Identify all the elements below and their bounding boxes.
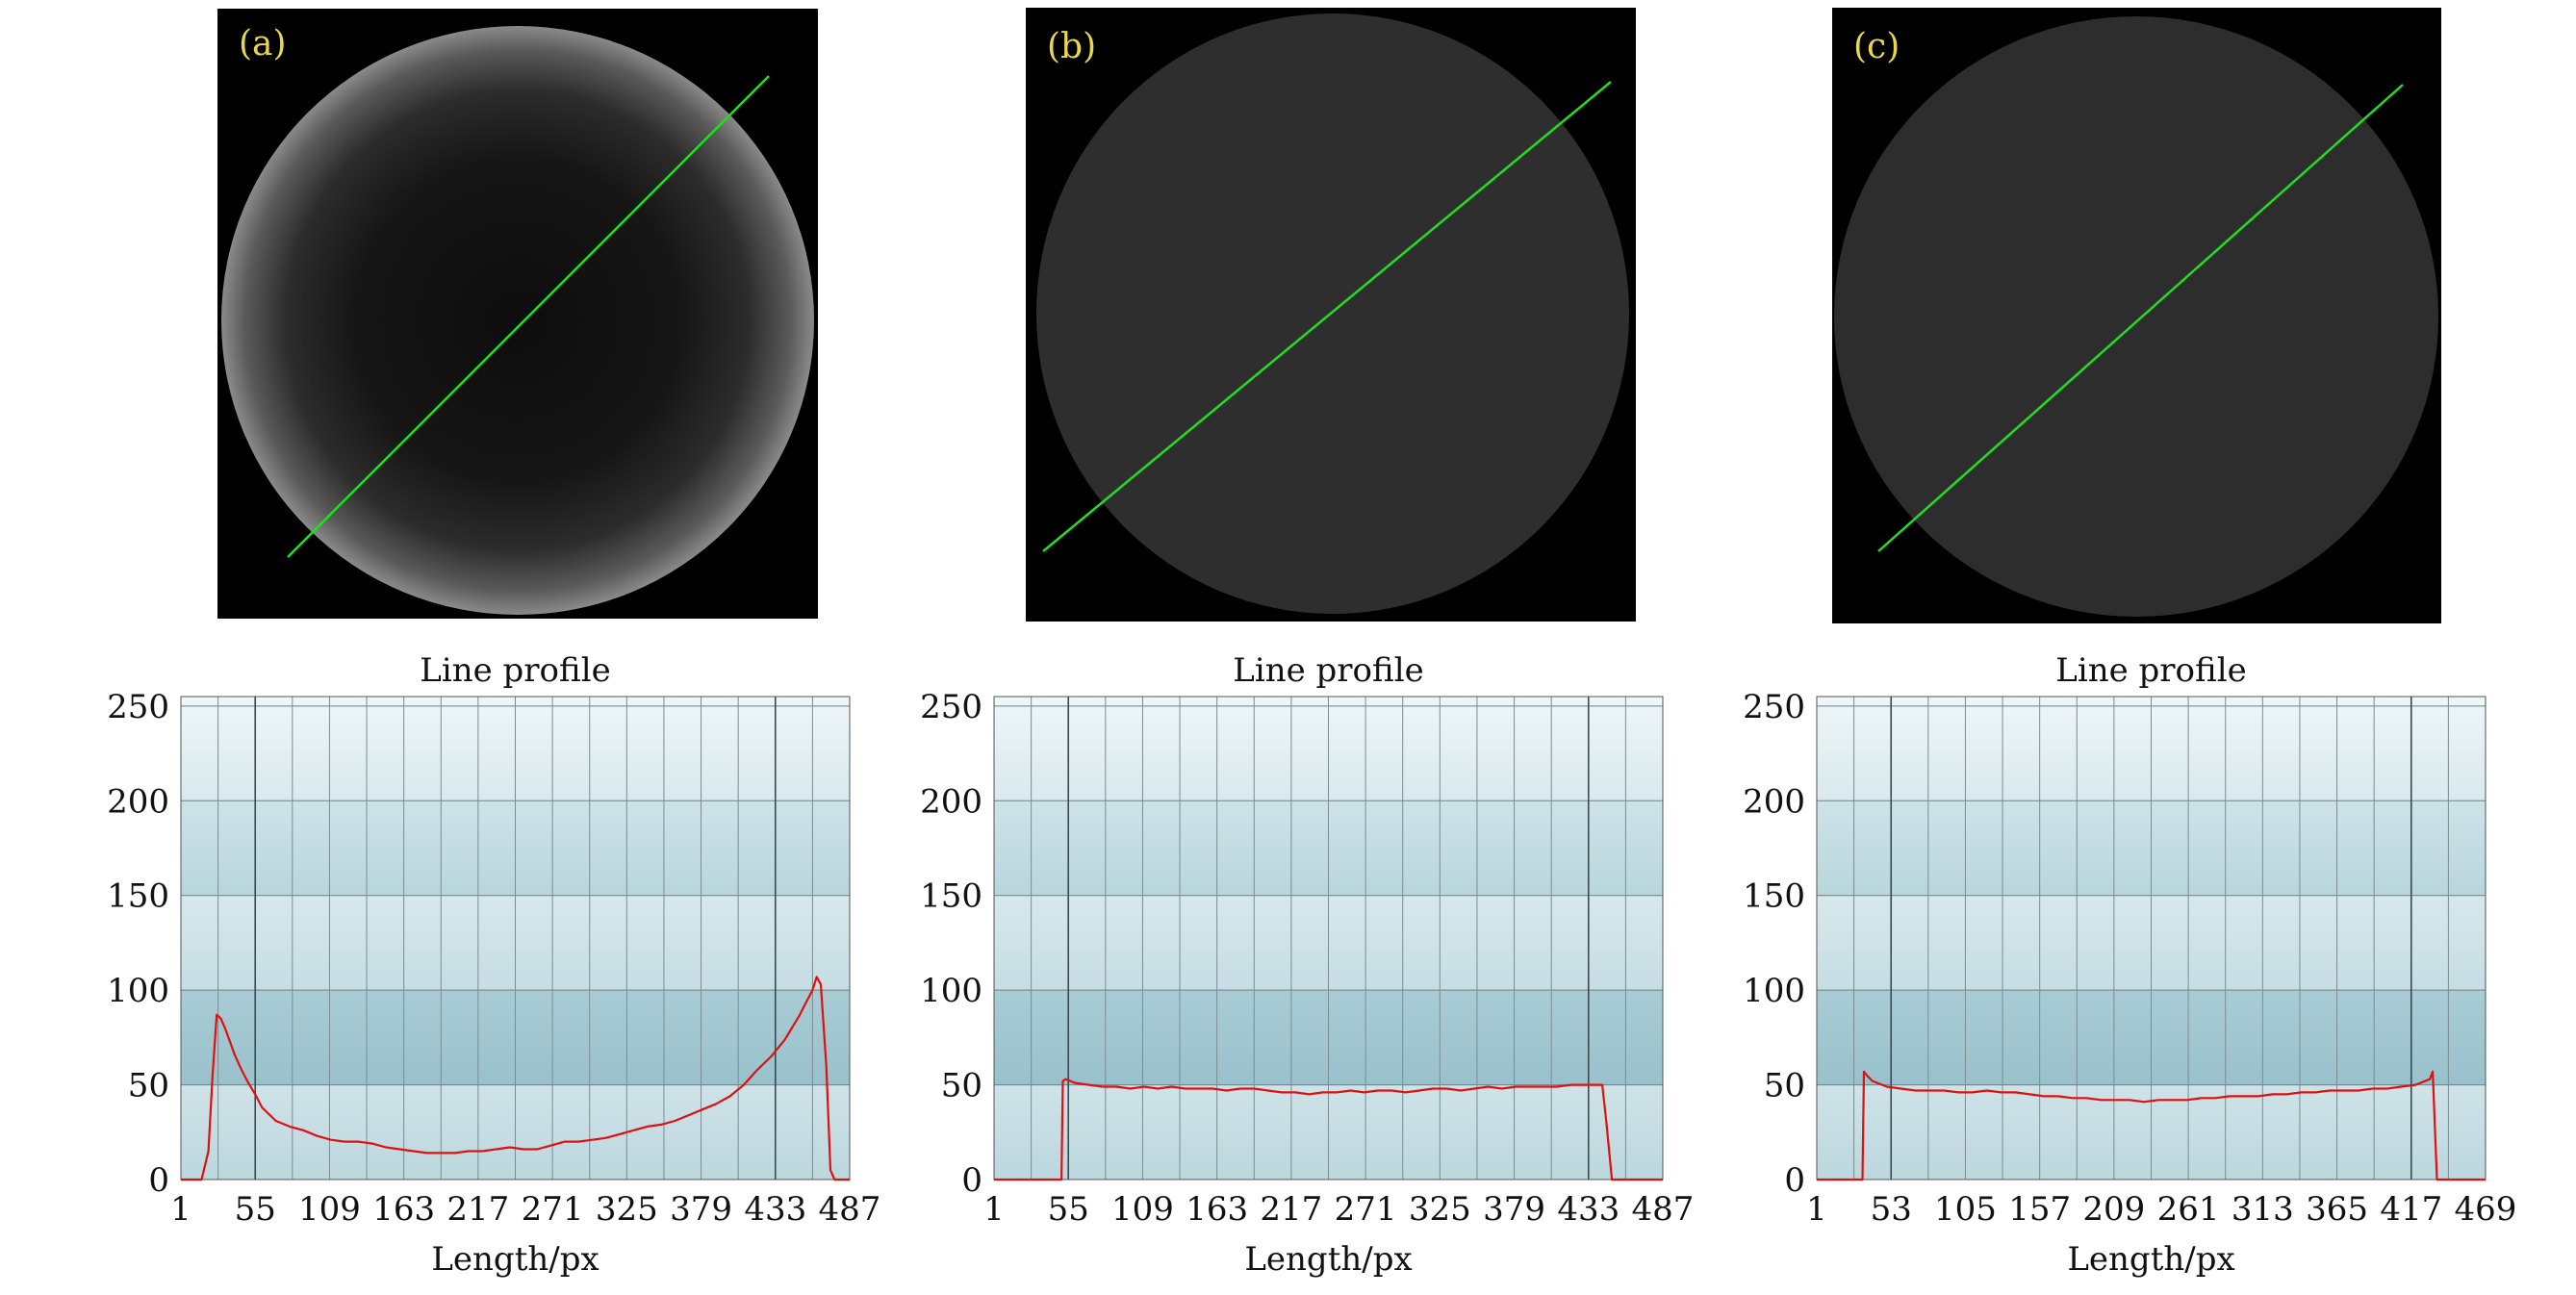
y-tick-label: 0: [961, 1161, 982, 1200]
x-tick-label: 271: [1335, 1190, 1397, 1229]
x-tick-label: 469: [2455, 1190, 2517, 1229]
profile-line-b: [1042, 81, 1612, 552]
x-tick-label: 433: [744, 1190, 806, 1229]
y-tick-label: 200: [107, 782, 169, 821]
x-tick-label: 433: [1557, 1190, 1620, 1229]
x-tick-label: 417: [2380, 1190, 2442, 1229]
x-tick-label: 365: [2306, 1190, 2368, 1229]
x-tick-label: 379: [1483, 1190, 1545, 1229]
x-tick-label: 55: [235, 1190, 276, 1229]
chart-title: Line profile: [420, 651, 610, 690]
chart-svg: Line profile 0 50 100 150 200 250 1 55 109 163 217 2…: [920, 651, 1695, 1279]
x-tick-label: 1: [983, 1190, 1005, 1229]
plot-frame: [1816, 696, 2487, 1181]
y-tick-label: 150: [1743, 877, 1805, 916]
x-tick-label: 325: [1409, 1190, 1471, 1229]
line-profile-chart-a: Line profile 0 50 100 150 200 250 1 55 109 163 217 2…: [96, 643, 885, 1289]
panel-label-c: (c): [1853, 27, 1900, 66]
x-tick-label: 109: [298, 1190, 361, 1229]
profile-line-a: [287, 75, 770, 558]
x-tick-label: 209: [2082, 1190, 2145, 1229]
x-tick-label: 379: [670, 1190, 732, 1229]
panel-label-b: (b): [1047, 27, 1097, 66]
x-tick-label: 163: [372, 1190, 435, 1229]
y-tick-label: 100: [1743, 972, 1805, 1010]
ct-disc-a: [221, 26, 814, 615]
ct-disc-b: [1036, 13, 1629, 614]
x-tick-label: 487: [819, 1190, 881, 1229]
panel-label-a: (a): [239, 24, 287, 63]
ct-slice-c-graphic: [1834, 16, 2438, 617]
ct-slice-image-a: (a): [217, 9, 818, 619]
y-tick-label: 50: [1764, 1067, 1805, 1105]
y-tick-label: 150: [920, 877, 982, 916]
plot-frame: [993, 696, 1664, 1181]
x-tick-label: 313: [2232, 1190, 2294, 1229]
chart-svg: Line profile 0 50 100 150 200 250 1 55 109 163 217 2…: [107, 651, 881, 1279]
x-tick-label: 157: [2008, 1190, 2071, 1229]
y-tick-label: 150: [107, 877, 169, 916]
y-tick-label: 0: [148, 1161, 169, 1200]
x-tick-label: 55: [1048, 1190, 1089, 1229]
x-tick-label: 487: [1632, 1190, 1695, 1229]
y-tick-label: 200: [920, 782, 982, 821]
x-tick-label: 109: [1111, 1190, 1174, 1229]
y-tick-label: 100: [107, 972, 169, 1010]
chart-svg: Line profile 0 50 100 150 200 250 1 53 105 157 209 2…: [1743, 651, 2517, 1279]
x-tick-label: 271: [522, 1190, 584, 1229]
y-tick-label: 250: [107, 688, 169, 726]
ct-slice-b-graphic: [1036, 13, 1629, 614]
plot-frame: [180, 696, 851, 1181]
y-tick-label: 50: [941, 1067, 982, 1105]
x-tick-label: 325: [596, 1190, 658, 1229]
x-tick-label: 1: [170, 1190, 191, 1229]
y-tick-label: 250: [920, 688, 982, 726]
profile-series-line: [994, 1078, 1663, 1181]
chart-title: Line profile: [1233, 651, 1423, 690]
y-tick-label: 250: [1743, 688, 1805, 726]
ct-slice-image-b: (b): [1026, 8, 1636, 622]
chart-title: Line profile: [2055, 651, 2246, 690]
y-tick-label: 100: [920, 972, 982, 1010]
line-profile-chart-b: Line profile 0 50 100 150 200 250 1 55 109 163 217 2…: [909, 643, 1698, 1289]
x-tick-label: 1: [1806, 1190, 1827, 1229]
y-tick-label: 0: [1784, 1161, 1805, 1200]
profile-series-line: [1817, 1070, 2486, 1181]
x-axis-label: Length/px: [431, 1240, 599, 1279]
x-axis-label: Length/px: [1244, 1240, 1412, 1279]
x-axis-label: Length/px: [2067, 1240, 2234, 1279]
x-tick-label: 163: [1186, 1190, 1248, 1229]
ct-disc-c: [1834, 16, 2438, 617]
x-tick-label: 105: [1934, 1190, 1997, 1229]
y-tick-label: 200: [1743, 782, 1805, 821]
ct-slice-a-graphic: [221, 26, 814, 615]
x-tick-label: 53: [1871, 1190, 1912, 1229]
profile-series-line: [181, 976, 850, 1181]
x-tick-label: 217: [1260, 1190, 1322, 1229]
ct-slice-image-c: (c): [1832, 8, 2441, 623]
line-profile-chart-c: Line profile 0 50 100 150 200 250 1 53 105 157 209 2…: [1732, 643, 2521, 1289]
y-tick-label: 50: [128, 1067, 169, 1105]
x-tick-label: 261: [2157, 1190, 2220, 1229]
x-tick-label: 217: [446, 1190, 509, 1229]
profile-line-c: [1877, 84, 2404, 552]
